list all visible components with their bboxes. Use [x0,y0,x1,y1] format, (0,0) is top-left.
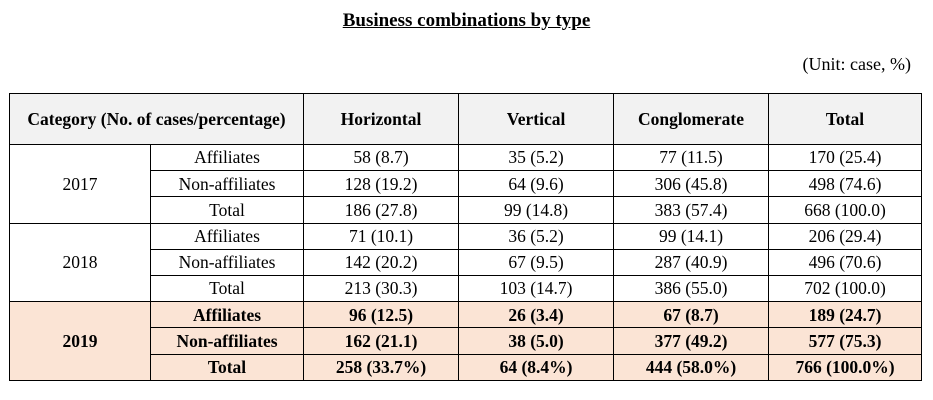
table-cell: 186 (27.8) [303,196,460,224]
page-title: Business combinations by type [342,10,591,31]
table-cell: 26 (3.4) [458,301,615,329]
table-cell: 64 (9.6) [458,170,615,198]
table-cell: 498 (74.6) [768,170,923,198]
table-cell: 170 (25.4) [768,143,923,172]
row-label: Affiliates [149,222,305,250]
column-header-vertical: Vertical [458,93,615,145]
table-cell: 36 (5.2) [458,222,615,250]
year-cell: 2019 [9,301,151,381]
table-row-highlighted: Total 258 (33.7%) 64 (8.4%) 444 (58.0%) … [10,353,923,381]
column-header-horizontal: Horizontal [303,93,460,145]
table-cell: 103 (14.7) [458,274,615,303]
row-label: Affiliates [149,143,305,172]
table-cell: 77 (11.5) [613,143,770,172]
table-cell: 577 (75.3) [768,327,923,355]
table-row: Non-affiliates 128 (19.2) 64 (9.6) 306 (… [10,170,923,198]
table-row: Total 213 (30.3) 103 (14.7) 386 (55.0) 7… [10,274,923,303]
table-cell: 189 (24.7) [768,301,923,329]
table-cell: 67 (9.5) [458,248,615,276]
table-row: Total 186 (27.8) 99 (14.8) 383 (57.4) 66… [10,196,923,224]
table-cell: 71 (10.1) [303,222,460,250]
table-cell: 383 (57.4) [613,196,770,224]
table-cell: 99 (14.1) [613,222,770,250]
table-cell: 128 (19.2) [303,170,460,198]
table-row: 2018 Affiliates 71 (10.1) 36 (5.2) 99 (1… [9,222,923,303]
table-cell: 287 (40.9) [613,248,770,276]
row-label: Affiliates [149,301,305,329]
business-combinations-table: Category (No. of cases/percentage) Horiz… [8,93,923,381]
table-cell: 206 (29.4) [768,222,923,250]
row-label: Total [149,274,305,303]
table-cell: 496 (70.6) [768,248,923,276]
table-cell: 96 (12.5) [303,301,460,329]
table-cell: 306 (45.8) [613,170,770,198]
table-header-row: Category (No. of cases/percentage) Horiz… [8,93,923,145]
table-cell: 258 (33.7%) [303,353,460,381]
table-cell: 386 (55.0) [613,274,770,303]
table-cell: 67 (8.7) [613,301,770,329]
table-cell: 668 (100.0) [768,196,923,224]
table-cell: 38 (5.0) [458,327,615,355]
table-cell: 702 (100.0) [768,274,923,303]
table-row: 2017 Affiliates 58 (8.7) 35 (5.2) 77 (11… [9,143,923,224]
table-row-highlighted: Non-affiliates 162 (21.1) 38 (5.0) 377 (… [10,327,923,355]
table-cell: 162 (21.1) [303,327,460,355]
table-cell: 766 (100.0%) [768,353,923,381]
row-label: Non-affiliates [149,327,305,355]
row-label: Total [149,196,305,224]
year-cell: 2018 [9,222,151,303]
table-cell: 213 (30.3) [303,274,460,303]
table-cell: 377 (49.2) [613,327,770,355]
unit-note: (Unit: case, %) [802,54,911,74]
column-header-total: Total [768,93,923,145]
table-cell: 444 (58.0%) [613,353,770,381]
row-label: Non-affiliates [149,248,305,276]
table-row-highlighted: 2019 Affiliates 96 (12.5) 26 (3.4) 67 (8… [9,301,923,381]
table-cell: 58 (8.7) [303,143,460,172]
table-cell: 64 (8.4%) [458,353,615,381]
year-cell: 2017 [9,144,151,224]
category-header: Category (No. of cases/percentage) [8,93,305,145]
table-cell: 142 (20.2) [303,248,460,276]
table-cell: 35 (5.2) [458,143,615,172]
row-label: Total [149,353,305,381]
row-label: Non-affiliates [149,170,305,198]
table-row: Non-affiliates 142 (20.2) 67 (9.5) 287 (… [10,248,923,276]
table-cell: 99 (14.8) [458,196,615,224]
column-header-conglomerate: Conglomerate [613,93,770,145]
